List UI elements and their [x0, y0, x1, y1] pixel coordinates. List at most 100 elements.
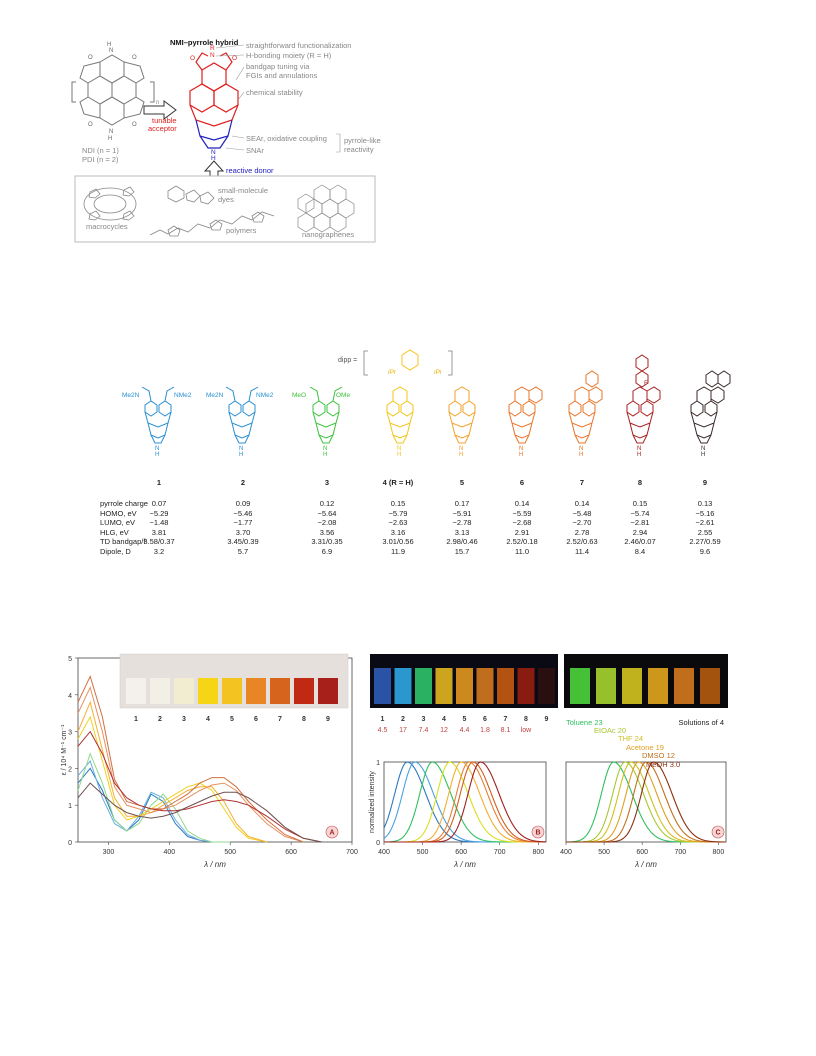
solvent-label: THF 24 — [618, 734, 643, 743]
vial-8 — [294, 678, 314, 704]
vial-label: 2 — [158, 716, 162, 723]
vial-4 — [198, 678, 218, 704]
ipr-label-right: iPr — [434, 369, 442, 376]
right-arrow — [143, 100, 177, 120]
table-cell: −2.78 — [452, 518, 472, 528]
table-cell: 2.94 — [632, 527, 648, 537]
annotation-7: SNAr — [246, 146, 264, 155]
panel-b-badge: B — [531, 825, 545, 839]
table-row-label: Dipole, D — [100, 547, 131, 556]
nh-h-label-4: H — [397, 452, 401, 458]
quantum-yield-label: 1.8 — [480, 727, 490, 734]
vial-3 — [622, 668, 642, 704]
dipp-label: dipp = — [338, 357, 358, 364]
y-tick-label: 2 — [68, 766, 72, 773]
panel-a-badge: A — [325, 825, 339, 839]
table-row-label: LUMO, eV — [100, 518, 136, 528]
svg-text:A: A — [329, 830, 334, 837]
vial-label: 1 — [134, 716, 138, 723]
annotation-1: straightforward functionalization — [246, 41, 352, 50]
svg-text:N: N — [210, 52, 215, 59]
svg-text:H: H — [108, 136, 112, 142]
x-tick-label: 600 — [455, 849, 467, 856]
ndi-structure — [71, 54, 155, 126]
x-axis-label: λ / nm — [203, 860, 226, 869]
table-cell: 2.98/0.46 — [446, 537, 478, 547]
compound-structure-1 — [141, 386, 175, 444]
table-cell: 11.4 — [574, 547, 590, 556]
table-cell: 2.91 — [514, 527, 530, 537]
svg-text:H: H — [107, 42, 111, 48]
tunable-label-1: tunable — [152, 116, 177, 125]
table-cell: 2.55 — [697, 527, 713, 537]
c3-left-sub: MeO — [292, 392, 307, 399]
x-tick-label: 800 — [713, 849, 725, 856]
table-row-label: TD bandgap/f — [100, 537, 146, 547]
tunable-label-2: acceptor — [148, 124, 177, 133]
series-line-9 — [384, 761, 546, 843]
table-cell: 3.58/0.37 — [143, 537, 175, 547]
table-cell: −5.29 — [149, 508, 169, 518]
series-line-2 — [77, 759, 231, 843]
table-cell: 0.13 — [697, 499, 713, 508]
vial-1 — [126, 678, 146, 704]
svg-text:N: N — [211, 149, 216, 156]
table-row-label: HOMO, eV — [100, 508, 137, 518]
pdi-label: PDI (n = 2) — [82, 155, 119, 164]
series-line-MeOH-3.0 — [566, 761, 726, 843]
nh-label-6: N — [519, 446, 523, 452]
y-tick-label: 1 — [68, 803, 72, 810]
box-label-polymers: polymers — [226, 226, 257, 235]
x-tick-label: 300 — [103, 849, 115, 856]
compound-label-8: 8 — [637, 478, 643, 487]
table-cell: 0.15 — [632, 499, 648, 508]
table-cell: −2.70 — [572, 518, 592, 528]
svg-text:H: H — [211, 155, 216, 162]
y-tick-label: 5 — [68, 656, 72, 663]
vial-6 — [246, 678, 266, 704]
table-cell: 3.31/0.35 — [311, 537, 343, 547]
solvent-label: EtOAc 20 — [594, 726, 626, 735]
compound-label-7: 7 — [579, 478, 585, 487]
vial-label: 6 — [254, 716, 258, 723]
compound-structure-4 — [386, 386, 414, 444]
series-line-8 — [77, 730, 322, 843]
nh-label-8: N — [637, 446, 641, 452]
x-tick-label: 500 — [224, 849, 236, 856]
vial-label: 3 — [182, 716, 186, 723]
scheme-svg: O O N H O O N H R N O O N — [71, 42, 376, 243]
vial-4 — [648, 668, 668, 704]
x-tick-label: 700 — [494, 849, 506, 856]
panel-a-chart: 0 1 2 3 4 5 300 400 500 600 700 λ / nm ε / 10⁴ M⁻¹ c… — [61, 653, 358, 869]
svg-text:N: N — [109, 129, 113, 135]
nmi-pyrrole-structure — [189, 52, 239, 149]
series-line-9 — [77, 782, 322, 843]
nh-label-1: N — [155, 446, 159, 452]
compound-structure-7 — [568, 370, 603, 444]
x-tick-label: 800 — [532, 849, 544, 856]
quantum-yield-label: 12 — [440, 727, 448, 734]
table-cell: 0.14 — [514, 499, 530, 508]
table-cell: 0.15 — [390, 499, 406, 508]
svg-text:O: O — [132, 122, 137, 128]
table-cell: −5.16 — [695, 508, 715, 518]
compound-structure-9 — [690, 370, 731, 444]
table-cell: 9.6 — [699, 547, 711, 556]
quantum-yield-label: low — [521, 727, 532, 734]
svg-text:O: O — [232, 55, 237, 62]
compound-labels: 1 2 3 4 (R = H) 5 6 7 8 9 — [0, 478, 816, 490]
box-label-dyes: dyes — [218, 195, 234, 204]
series-line-5 — [77, 700, 267, 843]
pyrrole-like-1: pyrrole-like — [344, 136, 381, 145]
quantum-yield-label: 8.1 — [501, 727, 511, 734]
y-tick-label: 0 — [68, 840, 72, 847]
quantum-yield-label: 7.4 — [419, 727, 429, 734]
quantum-yield-label: 17 — [399, 727, 407, 734]
table-cell: 3.45/0.39 — [227, 537, 259, 547]
compound-structure-3 — [309, 386, 343, 444]
vial-2 — [394, 668, 412, 704]
vial-label: 5 — [463, 716, 467, 723]
table-cell: 8.4 — [634, 547, 646, 556]
nh-h-label-3: H — [323, 452, 327, 458]
